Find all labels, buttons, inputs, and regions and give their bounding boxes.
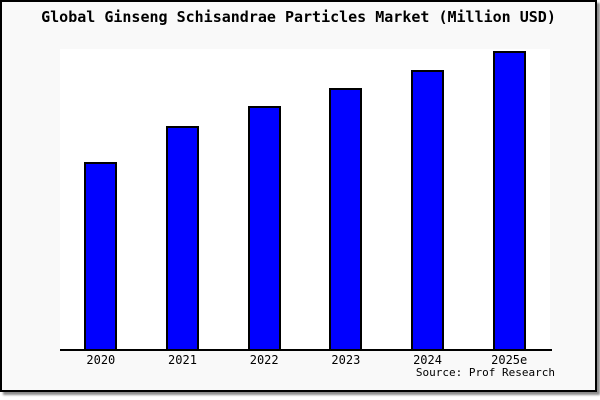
bar-2025e: [492, 50, 526, 349]
bar-2020: [84, 162, 118, 349]
bar-slot-2024: [387, 49, 469, 349]
source-text: Source: Prof Research: [415, 366, 555, 379]
bar-slot-2021: [142, 49, 224, 349]
x-tick-label-2025e: 2025e: [491, 353, 528, 367]
x-axis-line: [60, 349, 552, 351]
bar-slot-2020: [60, 49, 142, 349]
bar-2024: [411, 69, 445, 349]
bar-2023: [329, 87, 363, 349]
x-tick-label-2021: 2021: [168, 353, 197, 367]
bar-slot-2023: [305, 49, 387, 349]
x-tick-label-2024: 2024: [413, 353, 442, 367]
bar-slot-2025e: [468, 49, 550, 349]
chart-title: Global Ginseng Schisandrae Particles Mar…: [41, 8, 556, 26]
bar-series: [60, 49, 550, 349]
bar-2022: [247, 106, 281, 349]
bar-2021: [166, 125, 199, 349]
x-axis-labels: 2020 2021 2022 2023 2024 2025e: [60, 353, 550, 367]
x-tick-label-2020: 2020: [86, 353, 116, 367]
x-tick-label-2022: 2022: [249, 353, 279, 367]
plot-area: [60, 49, 550, 349]
bar-slot-2022: [223, 49, 305, 349]
x-tick-label-2023: 2023: [331, 353, 361, 367]
chart-window: Global Ginseng Schisandrae Particles Mar…: [0, 0, 597, 392]
